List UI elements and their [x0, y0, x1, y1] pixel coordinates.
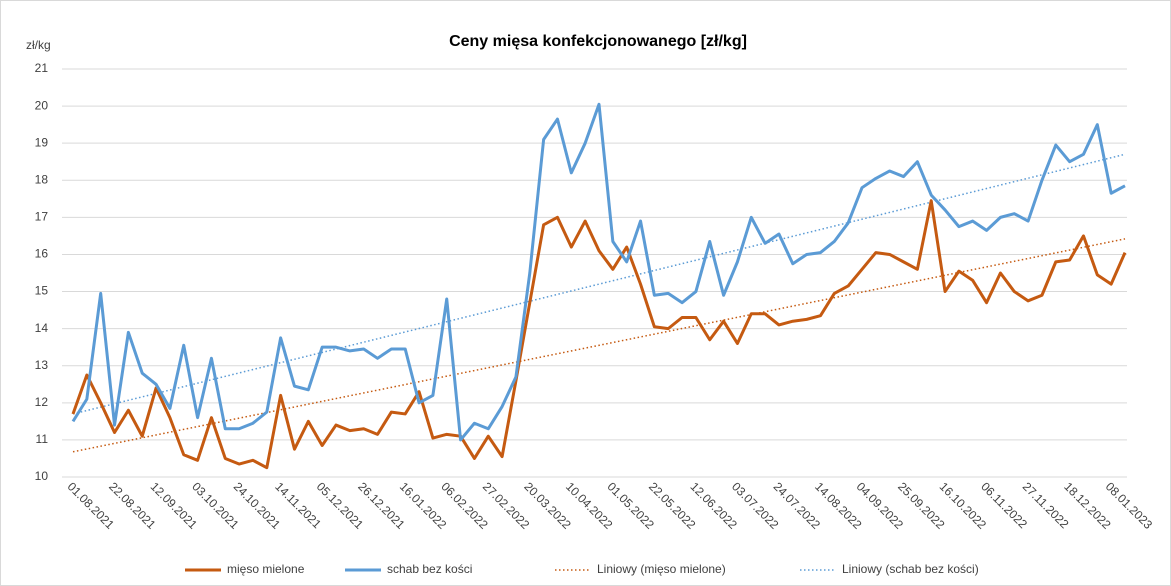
- trend-line: [72, 153, 1126, 415]
- trend-line: [72, 238, 1126, 453]
- y-tick-label: 19: [35, 135, 49, 149]
- y-tick-label: 14: [35, 321, 49, 335]
- y-tick-label: 17: [35, 210, 49, 224]
- y-tick-label: 16: [35, 247, 49, 261]
- series-line: [71, 199, 1127, 470]
- y-tick-label: 18: [35, 172, 49, 186]
- series-line: [71, 102, 1126, 442]
- y-tick-label: 11: [36, 432, 49, 446]
- y-tick-label: 12: [35, 395, 49, 409]
- legend-label: Liniowy (schab bez kości): [842, 562, 979, 576]
- legend-label: mięso mielone: [227, 562, 305, 576]
- chart-title: Ceny mięsa konfekcjonowanego [zł/kg]: [449, 33, 747, 50]
- legend-label: schab bez kości: [387, 562, 472, 576]
- legend-label: Liniowy (mięso mielone): [597, 562, 726, 576]
- y-tick-label: 10: [35, 469, 49, 483]
- y-tick-label: 21: [35, 61, 49, 75]
- y-tick-label: 15: [35, 284, 49, 298]
- y-tick-label: 13: [35, 358, 49, 372]
- y-tick-label: 20: [35, 98, 49, 112]
- y-axis-label: zł/kg: [26, 38, 51, 52]
